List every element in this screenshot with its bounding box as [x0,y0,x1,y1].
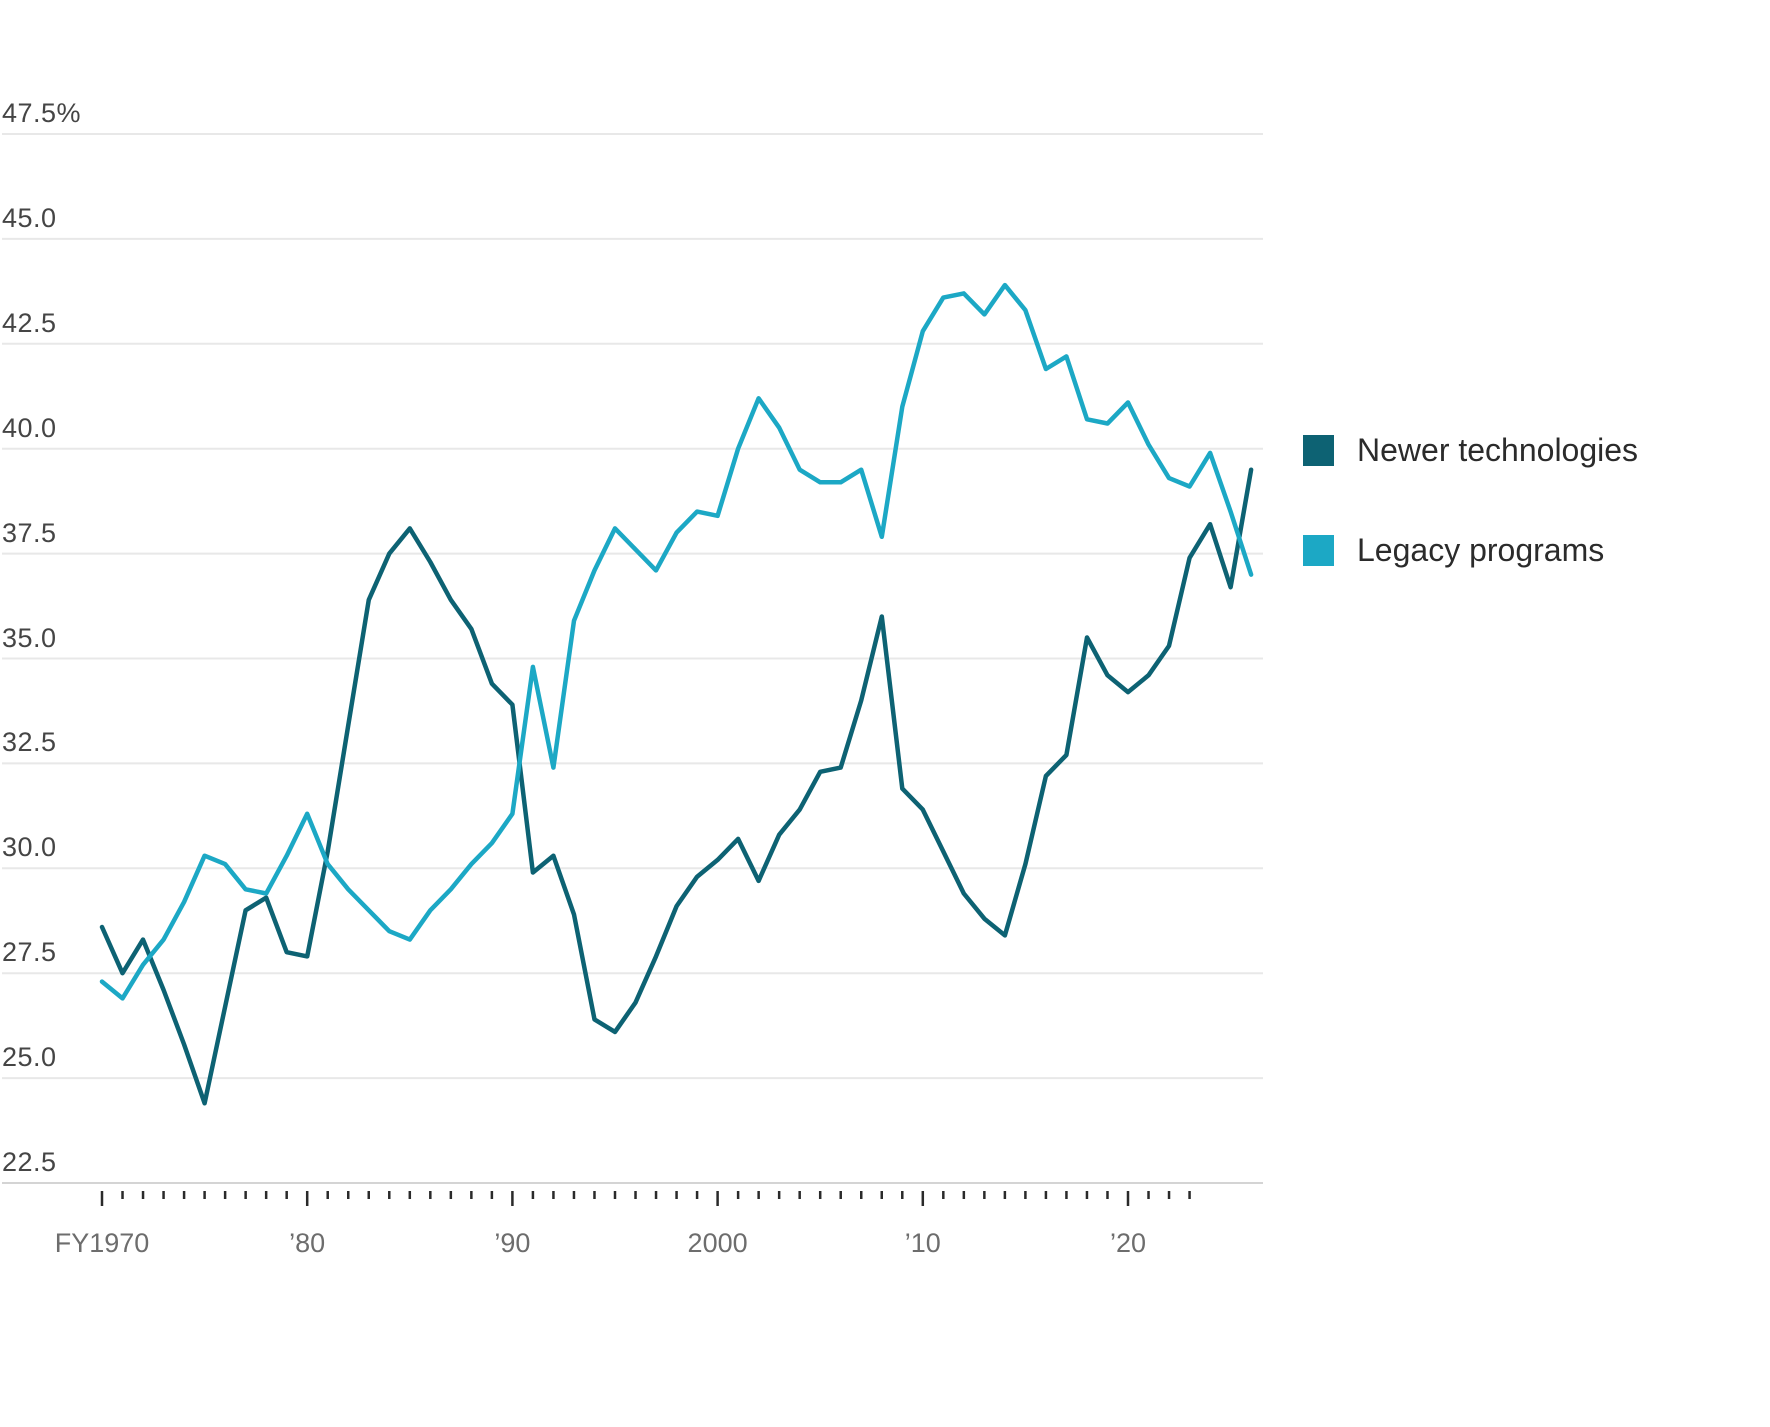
series-line-newer-technologies [99,467,1254,1106]
x-axis-label: ’90 [494,1228,531,1258]
y-axis-label: 35.0 [2,622,57,653]
x-axis-label: ’10 [904,1228,941,1258]
gridlines [2,133,1263,1184]
legend-item-legacy-programs: Legacy programs [1303,532,1604,569]
x-axis-label: ’80 [289,1228,326,1258]
y-axis-label: 32.5 [2,727,57,758]
y-axis-label: 40.0 [2,412,57,443]
series-line-legacy-programs [99,282,1254,1001]
x-axis-ticks [100,1191,1191,1206]
y-axis-label: 27.5 [2,937,57,968]
legend-item-newer-technologies: Newer technologies [1303,432,1638,469]
x-axis-label: ’20 [1109,1228,1147,1258]
y-axis-label: 25.0 [2,1042,57,1073]
x-axis-label: 2000 [687,1228,748,1258]
y-axis-label: 30.0 [2,832,57,863]
y-axis-label: 42.5 [2,307,57,338]
x-axis-label: FY1970 [54,1228,150,1258]
legend-swatch-newer-technologies [1303,435,1334,466]
y-axis-label: 45.0 [2,202,57,233]
legend-label: Newer technologies [1357,432,1639,468]
series-lines [99,282,1254,1106]
y-axis-label: 22.5 [2,1147,57,1177]
legend-swatch-legacy-programs [1303,535,1334,566]
y-axis-label: 47.5% [2,98,82,128]
y-axis-label: 37.5 [2,517,57,548]
legend-label: Legacy programs [1357,532,1605,568]
